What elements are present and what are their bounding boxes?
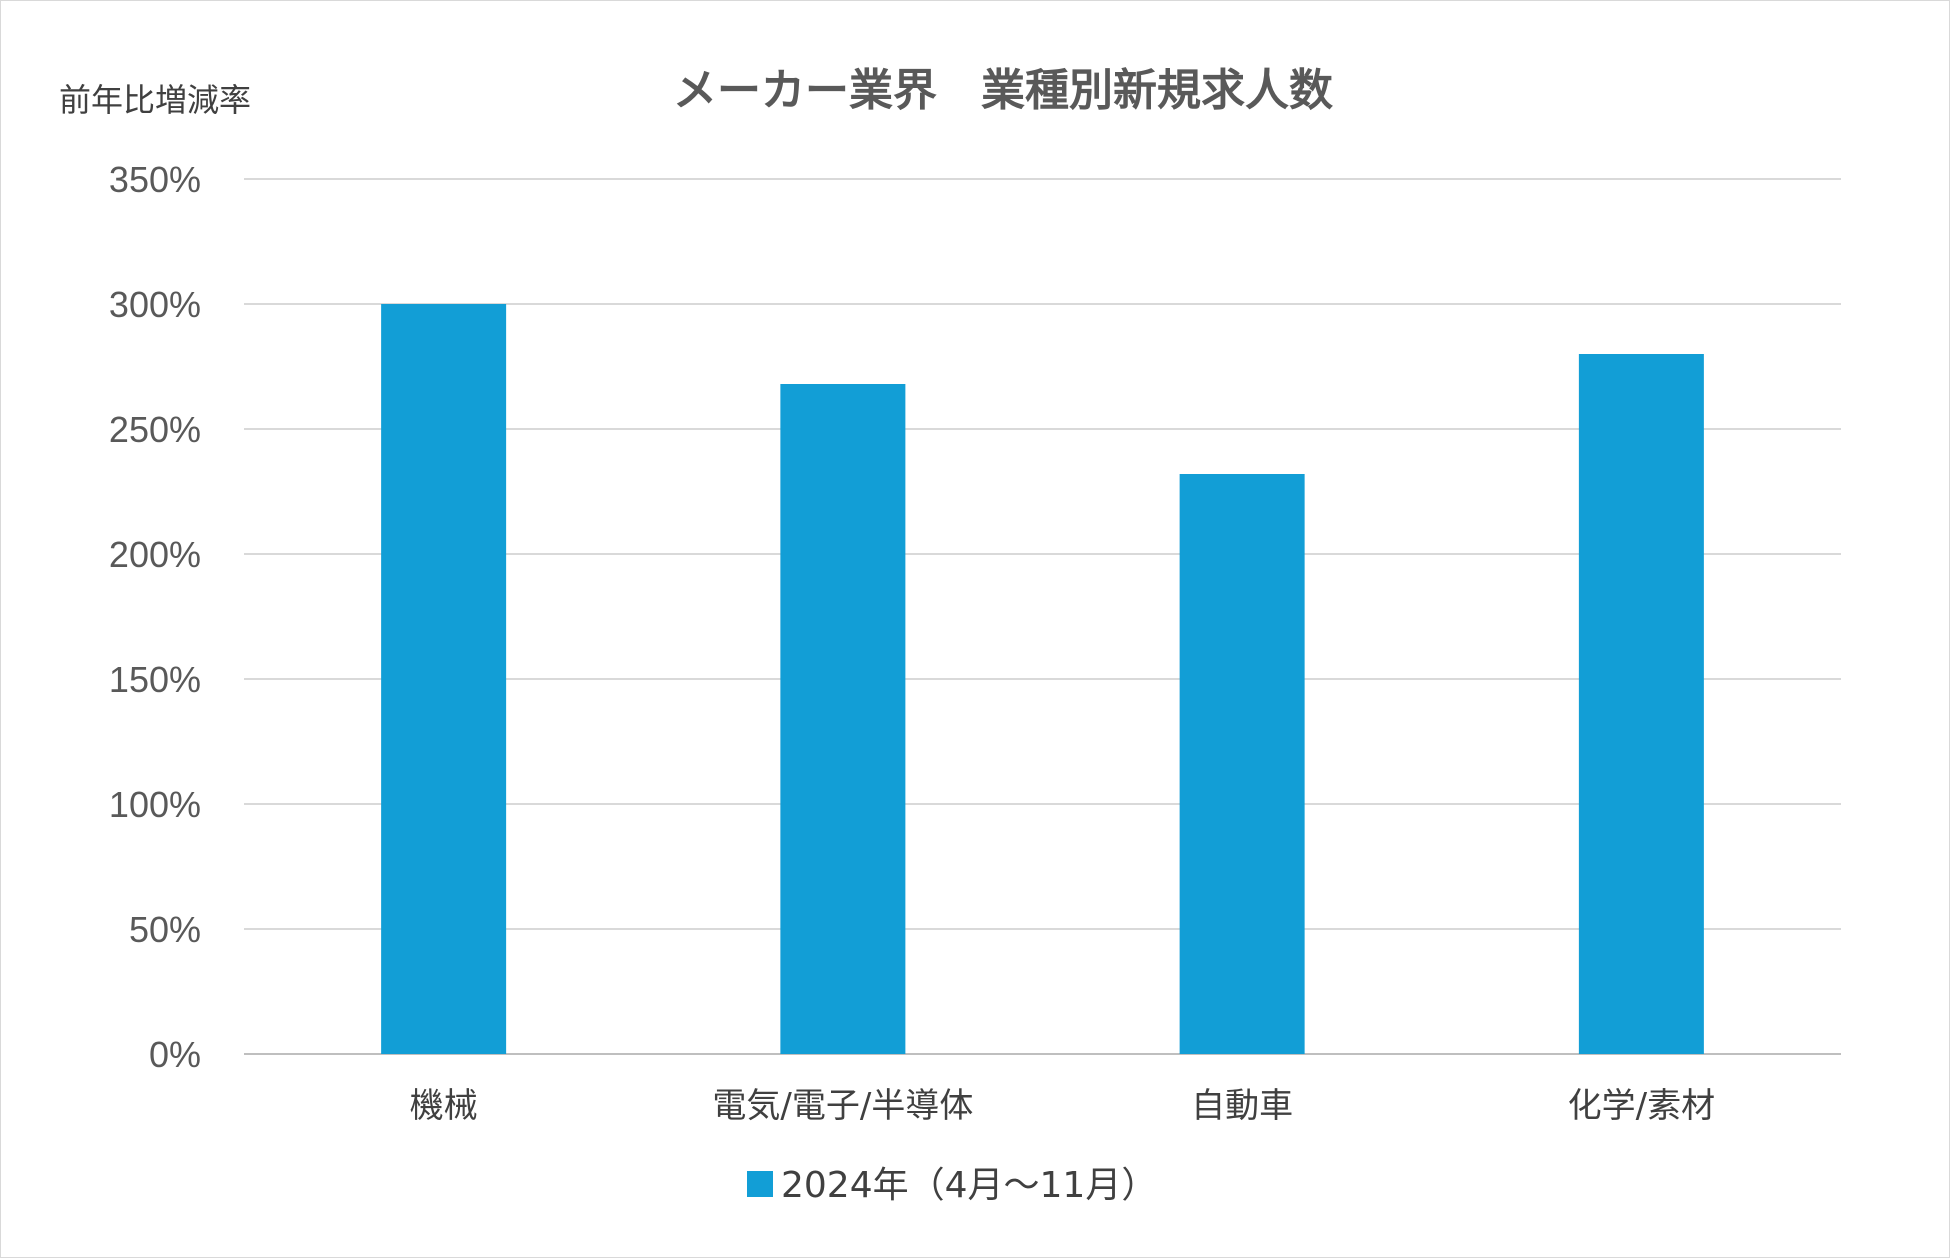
y-tick-label: 200% — [109, 534, 201, 575]
y-axis-label: 前年比増減率 — [59, 81, 251, 119]
y-tick-label: 100% — [109, 784, 201, 825]
y-tick-label: 350% — [109, 159, 201, 200]
bar — [381, 304, 507, 1054]
x-category-label: 化学/素材 — [1568, 1086, 1715, 1126]
x-axis-categories: 機械 電気/電子/半導体 自動車 化学/素材 — [410, 1086, 1715, 1126]
y-axis-ticks: 0% 50% 100% 150% 200% 250% 300% 350% — [109, 159, 201, 1075]
bar — [1578, 354, 1704, 1054]
legend-label: 2024年（4月～11月） — [781, 1165, 1157, 1206]
x-category-label: 電気/電子/半導体 — [712, 1086, 973, 1126]
bars — [381, 304, 1704, 1054]
chart-title: メーカー業界 業種別新規求人数 — [673, 65, 1333, 116]
legend-swatch — [747, 1171, 773, 1197]
y-tick-label: 150% — [109, 659, 201, 700]
legend: 2024年（4月～11月） — [747, 1165, 1157, 1206]
y-tick-label: 300% — [109, 284, 201, 325]
y-tick-label: 0% — [149, 1034, 201, 1075]
bar — [1179, 474, 1305, 1054]
x-category-label: 自動車 — [1191, 1086, 1293, 1126]
gridlines — [244, 178, 1841, 1055]
x-category-label: 機械 — [410, 1086, 478, 1126]
y-tick-label: 250% — [109, 409, 201, 450]
y-tick-label: 50% — [129, 909, 201, 950]
bar — [780, 384, 906, 1054]
